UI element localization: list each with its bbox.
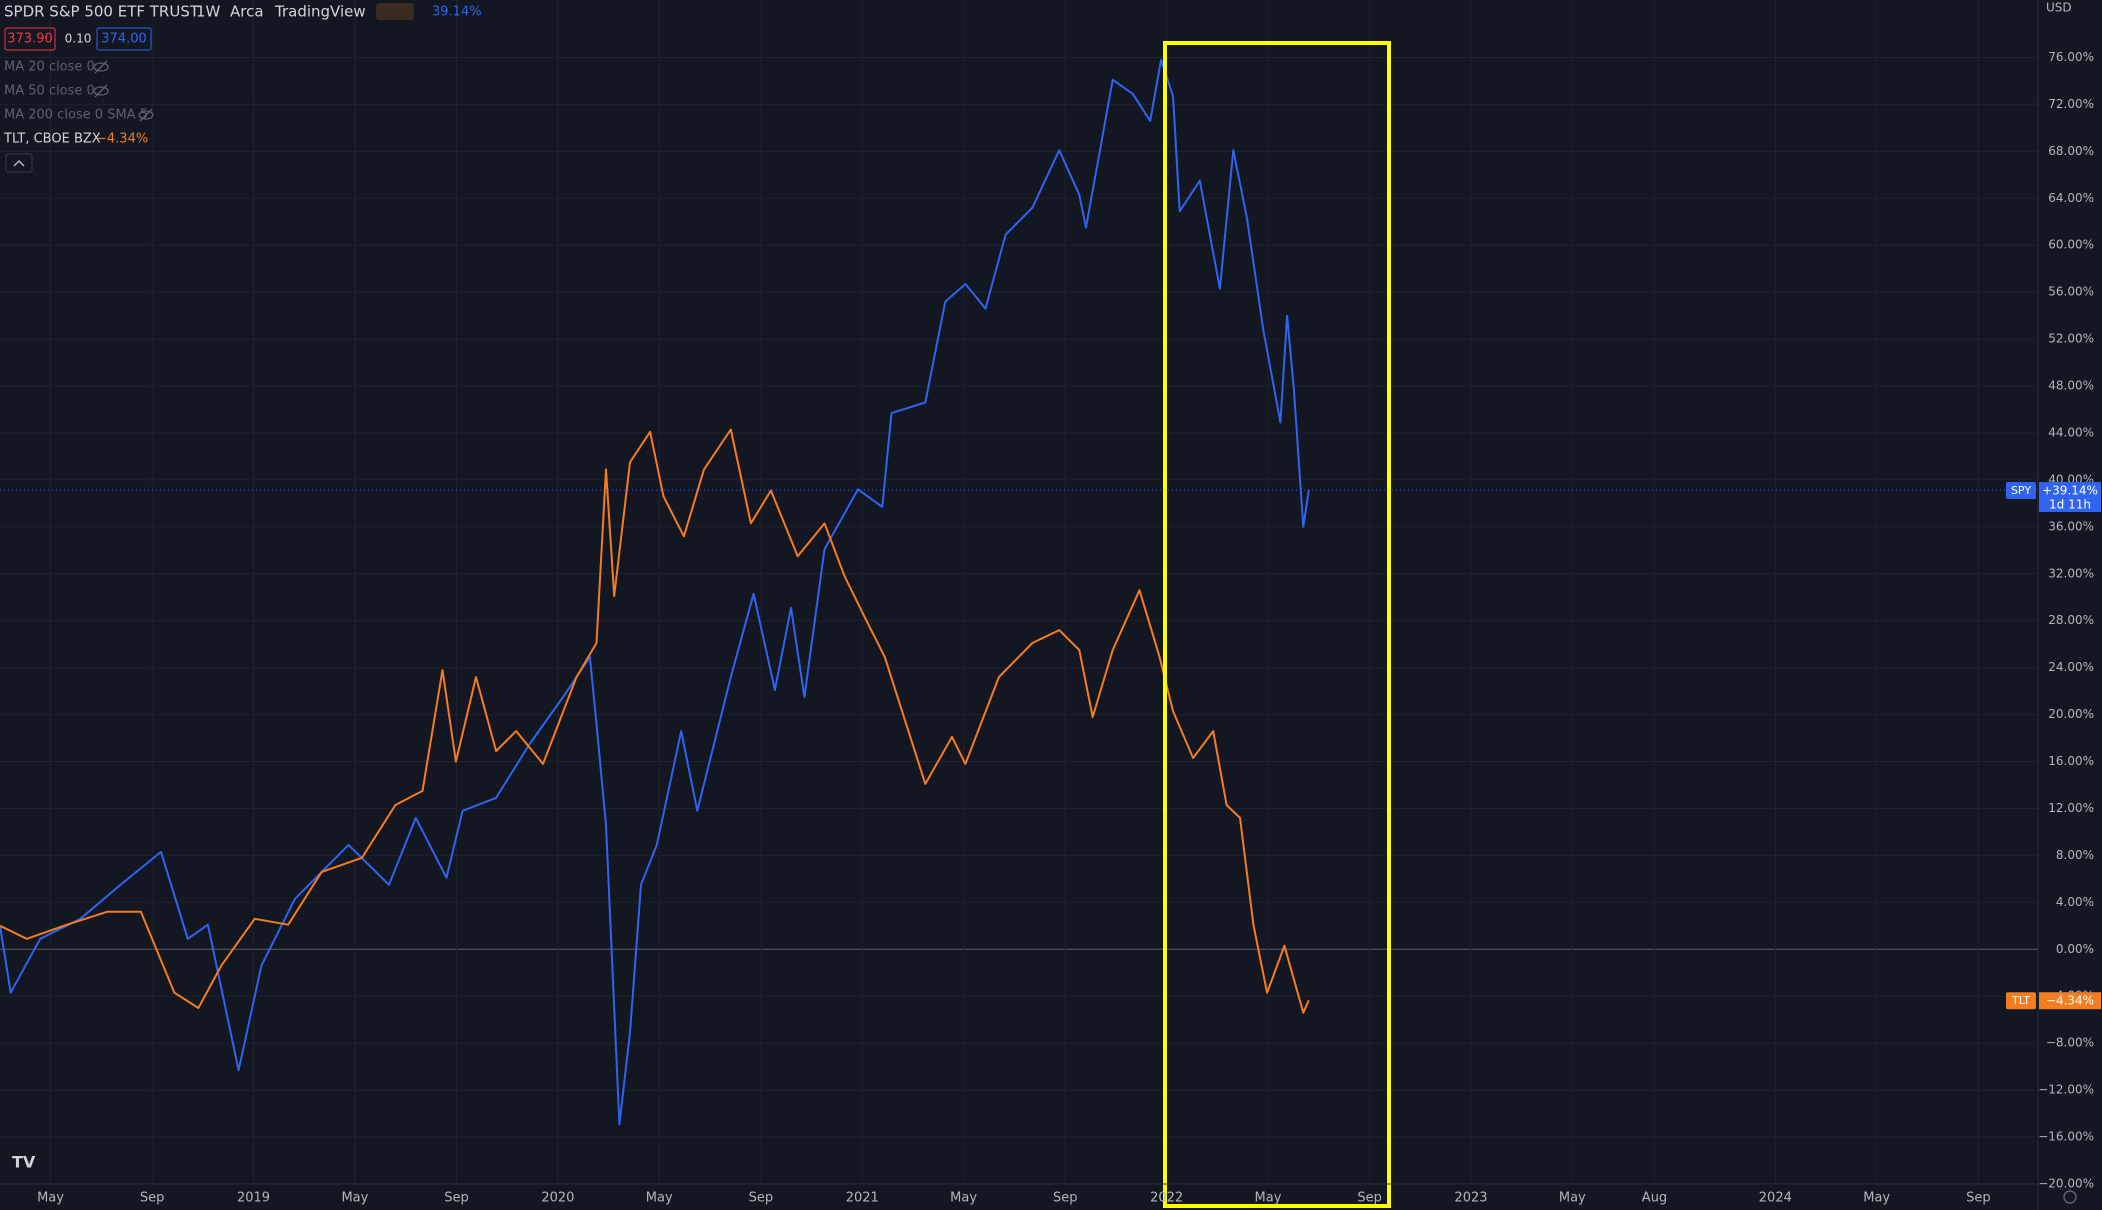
compare-symbol: TLT, CBOE BZX [3, 132, 101, 147]
y-tick-label: 48.00% [2048, 379, 2094, 393]
x-tick-label: Sep [1357, 1191, 1382, 1206]
ask: 374.00 [101, 32, 147, 47]
grid [0, 0, 2038, 1185]
price-label: −4.34% [2046, 994, 2094, 1008]
y-tick-label: 64.00% [2048, 191, 2094, 205]
x-tick-label: May [1559, 1191, 1586, 1206]
y-tick-label: 4.00% [2056, 895, 2094, 909]
x-tick-label: May [37, 1191, 64, 1206]
symbol: SPDR S&P 500 ETF TRUST [4, 3, 200, 21]
y-tick-label: 44.00% [2048, 425, 2094, 439]
status-badge[interactable] [376, 3, 414, 20]
y-tick-label: 8.00% [2056, 848, 2094, 862]
y-tick-label: 0.00% [2056, 942, 2094, 956]
y-tick-label: 60.00% [2048, 238, 2094, 252]
indicator[interactable]: MA 200 close 0 SMA 5 [4, 108, 148, 123]
x-tick-label: May [1863, 1191, 1890, 1206]
settings-icon[interactable] [2063, 1190, 2077, 1204]
logo: TV [12, 1153, 36, 1172]
x-tick-label: 2021 [846, 1191, 879, 1206]
ticker-label: SPY [2011, 484, 2031, 497]
price-badge [2039, 992, 2101, 1010]
hidden-icons [93, 60, 154, 122]
bid: 373.90 [7, 32, 53, 47]
y-tick-label: 24.00% [2048, 660, 2094, 674]
indicator[interactable]: MA 20 close 0 [4, 60, 95, 75]
collapse-button[interactable] [5, 153, 33, 173]
y-tick-label: 56.00% [2048, 285, 2094, 299]
y-tick-label: 68.00% [2048, 144, 2094, 158]
highlight-box [1163, 41, 1391, 1208]
y-tick-label: 36.00% [2048, 519, 2094, 533]
x-tick-label: Aug [1642, 1191, 1667, 1206]
countdown-label: 1d 11h [2049, 498, 2091, 512]
interval: 1W [196, 3, 221, 21]
x-tick-label: May [341, 1191, 368, 1206]
series-line [0, 58, 1310, 1126]
compare-change: −4.34% [96, 132, 148, 147]
x-tick-label: Sep [1053, 1191, 1078, 1206]
collapse-icon [13, 159, 25, 167]
ticker-badge [2006, 482, 2036, 500]
spread: 0.10 [65, 32, 92, 46]
x-tick-label: 2022 [1150, 1191, 1183, 1206]
ticker-badge [2006, 992, 2036, 1010]
x-tick-label: 2019 [237, 1191, 270, 1206]
x-tick-label: May [646, 1191, 673, 1206]
axes: −20.00%−16.00%−12.00%−8.00%−4.00%0.00%4.… [37, 50, 2101, 1206]
price-label: +39.14% [2042, 484, 2098, 498]
currency[interactable]: USD [2046, 1, 2072, 15]
ask-box [96, 27, 152, 51]
x-tick-label: Sep [749, 1191, 774, 1206]
y-tick-label: 52.00% [2048, 332, 2094, 346]
y-tick-label: 76.00% [2048, 50, 2094, 64]
x-tick-label: May [950, 1191, 977, 1206]
x-tick-label: 2024 [1759, 1191, 1792, 1206]
y-tick-label: 20.00% [2048, 707, 2094, 721]
bid-box [4, 27, 56, 51]
y-tick-label: 16.00% [2048, 754, 2094, 768]
source: TradingView [274, 3, 366, 21]
x-tick-label: 2020 [541, 1191, 574, 1206]
x-tick-label: Sep [444, 1191, 469, 1206]
x-tick-label: Sep [140, 1191, 165, 1206]
exchange: Arca [230, 3, 264, 21]
y-tick-label: −12.00% [2038, 1083, 2094, 1097]
y-tick-label: 12.00% [2048, 801, 2094, 815]
change: 39.14% [432, 5, 482, 20]
indicator[interactable]: MA 50 close 0 [4, 84, 95, 99]
x-tick-label: 2023 [1454, 1191, 1487, 1206]
x-tick-label: Sep [1966, 1191, 1991, 1206]
price-badge [2039, 482, 2101, 513]
x-tick-label: May [1255, 1191, 1282, 1206]
y-tick-label: −20.00% [2038, 1177, 2094, 1191]
y-tick-label: 32.00% [2048, 566, 2094, 580]
y-tick-label: −16.00% [2038, 1130, 2094, 1144]
y-tick-label: 72.00% [2048, 97, 2094, 111]
y-tick-label: 28.00% [2048, 613, 2094, 627]
ticker-label: TLT [2011, 994, 2030, 1007]
y-tick-label: −8.00% [2046, 1036, 2094, 1050]
